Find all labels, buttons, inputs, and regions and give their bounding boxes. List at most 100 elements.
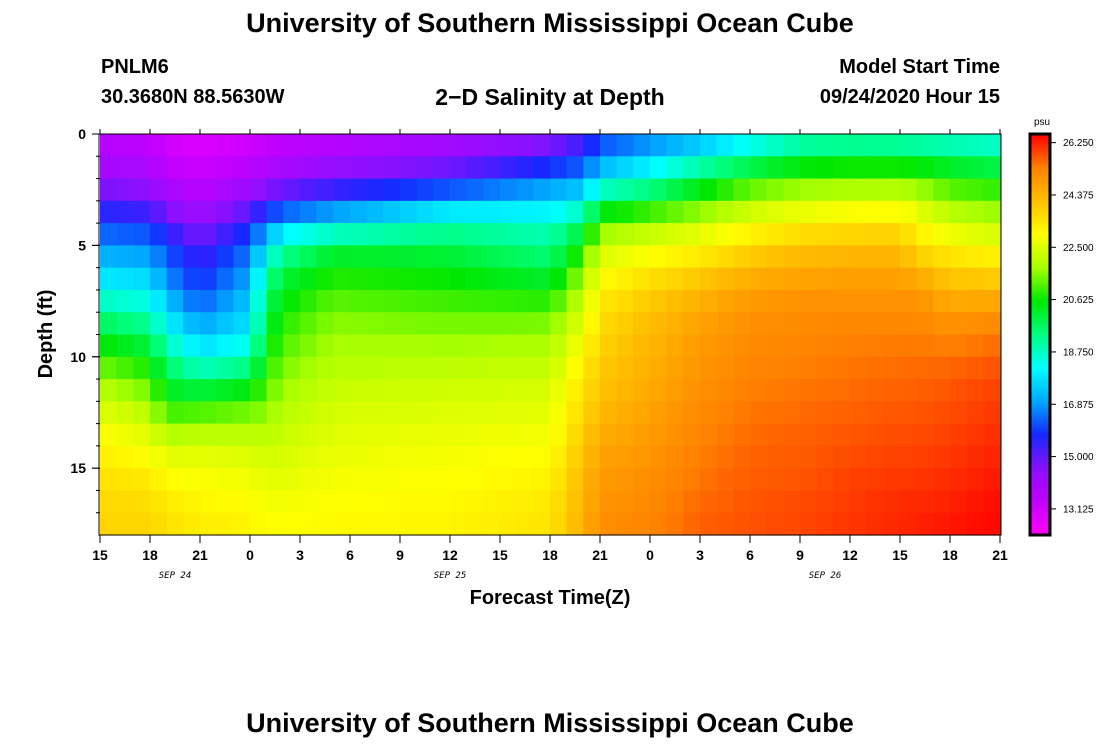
heatmap-cell [316, 356, 334, 380]
heatmap-cell [383, 379, 401, 402]
heatmap-cell [850, 356, 868, 380]
heatmap-cell [333, 267, 351, 291]
heatmap-cell [333, 245, 351, 269]
heatmap-cell [850, 156, 868, 180]
heatmap-cell [450, 200, 468, 224]
heatmap-cell [150, 490, 168, 514]
heatmap-cell [316, 289, 334, 313]
heatmap-cell [783, 379, 801, 402]
heatmap-cell [866, 423, 884, 447]
heatmap-cell [216, 267, 234, 291]
heatmap-cell [300, 267, 318, 291]
heatmap-cell [533, 178, 551, 202]
heatmap-cell [500, 200, 518, 224]
heatmap-cell [116, 379, 134, 402]
heatmap-cell [166, 200, 184, 224]
heatmap-cell [216, 312, 234, 336]
heatmap-cell [500, 401, 518, 425]
heatmap-cell [400, 445, 418, 469]
heatmap-cell [416, 512, 434, 536]
heatmap-cell [733, 267, 751, 291]
heatmap-cell [833, 379, 851, 402]
heatmap-cell [683, 178, 701, 202]
heatmap-cell [650, 401, 668, 425]
heatmap-cell [833, 200, 851, 224]
heatmap-cell [833, 134, 851, 157]
heatmap-cell [100, 200, 118, 224]
heatmap-cell [716, 356, 734, 380]
heatmap-cell [266, 379, 284, 402]
heatmap-cell [250, 267, 268, 291]
heatmap-cell [483, 423, 501, 447]
heatmap-cell [200, 223, 218, 246]
heatmap-cell [816, 200, 834, 224]
heatmap-cell [933, 156, 951, 180]
heatmap-cell [383, 134, 401, 157]
heatmap-cell [450, 490, 468, 514]
heatmap-cell [950, 200, 968, 224]
heatmap-cell [533, 223, 551, 246]
heatmap-cell [233, 379, 251, 402]
heatmap-cell [216, 134, 234, 157]
heatmap-cell [516, 356, 534, 380]
heatmap-cell [900, 134, 918, 157]
heatmap-cell [800, 156, 818, 180]
heatmap-cell [116, 334, 134, 358]
heatmap-cell [566, 379, 584, 402]
heatmap-cell [800, 223, 818, 246]
heatmap-cell [216, 490, 234, 514]
heatmap-cell [566, 134, 584, 157]
heatmap-cell [666, 178, 684, 202]
heatmap-cell [666, 134, 684, 157]
heatmap-cell [400, 223, 418, 246]
heatmap-cell [216, 245, 234, 269]
heatmap-cell [166, 379, 184, 402]
heatmap-cell [633, 156, 651, 180]
heatmap-cell [500, 423, 518, 447]
heatmap-cell [733, 334, 751, 358]
heatmap-cell [900, 445, 918, 469]
heatmap-cell [716, 423, 734, 447]
heatmap-cell [783, 134, 801, 157]
heatmap-cell [100, 379, 118, 402]
heatmap-cell [616, 334, 634, 358]
heatmap-cell [850, 267, 868, 291]
heatmap-cell [283, 401, 301, 425]
heatmap-cell [316, 267, 334, 291]
heatmap-cell [783, 156, 801, 180]
heatmap-cell [950, 245, 968, 269]
heatmap-cell [983, 512, 1001, 536]
heatmap-cell [250, 468, 268, 492]
heatmap-cell [766, 245, 784, 269]
heatmap-cell [583, 468, 601, 492]
heatmap-cell [866, 490, 884, 514]
heatmap-cell [550, 134, 568, 157]
heatmap-cell [900, 156, 918, 180]
heatmap-cell [433, 267, 451, 291]
heatmap-cell [133, 423, 151, 447]
heatmap-cell [316, 156, 334, 180]
heatmap-cell [766, 223, 784, 246]
heatmap-cell [466, 490, 484, 514]
heatmap-cell [616, 401, 634, 425]
heatmap-cell [416, 379, 434, 402]
heatmap-cell [866, 312, 884, 336]
heatmap-cell [966, 468, 984, 492]
heatmap-cell [650, 312, 668, 336]
heatmap-cell [583, 267, 601, 291]
heatmap-cell [600, 156, 618, 180]
heatmap-cell [616, 223, 634, 246]
heatmap-cell [933, 356, 951, 380]
heatmap-cell [983, 490, 1001, 514]
heatmap-cell [133, 289, 151, 313]
heatmap-cell [300, 445, 318, 469]
heatmap-cell [166, 134, 184, 157]
heatmap-cell [866, 134, 884, 157]
heatmap-cell [566, 401, 584, 425]
heatmap-cell [350, 245, 368, 269]
heatmap-cell [566, 334, 584, 358]
x-tick-label: 0 [246, 547, 254, 563]
heatmap-cell [116, 223, 134, 246]
heatmap-cell [183, 379, 201, 402]
heatmap-cell [766, 200, 784, 224]
